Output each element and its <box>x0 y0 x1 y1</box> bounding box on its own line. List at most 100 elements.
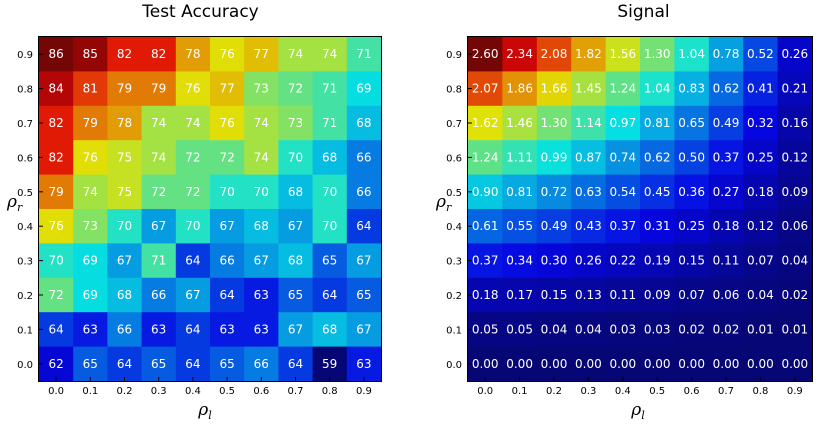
accuracy-heatmap-cell <box>312 105 348 141</box>
signal-heatmap-cell <box>571 105 607 141</box>
accuracy-heatmap-cell <box>107 71 143 107</box>
accuracy-x-tick-label: 0.7 <box>288 386 304 397</box>
accuracy-heatmap-cell <box>73 105 108 141</box>
accuracy-cell-value-label: 77 <box>254 47 269 61</box>
signal-cell-value-label: 0.36 <box>678 185 705 199</box>
accuracy-heatmap-panel: Test Accuracy 86 85 82 82 78 76 77 74 74 71 84 81 79… <box>6 2 382 422</box>
accuracy-heatmap-cell <box>39 209 74 244</box>
signal-heatmap-cell <box>674 37 710 72</box>
signal-cell-value-label: 0.18 <box>472 288 499 302</box>
accuracy-heatmap-cell <box>107 346 143 382</box>
signal-cell-value-label: 0.07 <box>747 254 774 268</box>
accuracy-cell-value-label: 66 <box>254 357 269 371</box>
accuracy-heatmap-cell <box>107 174 143 210</box>
signal-heatmap-cell <box>502 346 538 382</box>
signal-x-tick-label: 0.8 <box>752 386 768 397</box>
accuracy-heatmap-cell <box>210 105 245 141</box>
signal-cell-value-label: 0.97 <box>609 116 636 130</box>
signal-cell-value-label: 0.30 <box>541 254 568 268</box>
signal-cell-value-label: 0.37 <box>472 254 499 268</box>
signal-cell-value-label: 0.83 <box>678 82 705 96</box>
signal-cell-value-label: 0.90 <box>472 185 499 199</box>
accuracy-heatmap-cell <box>175 312 211 348</box>
signal-cell-value-label: 0.37 <box>609 219 636 233</box>
accuracy-heatmap-cell <box>244 105 279 141</box>
accuracy-heatmap-cell <box>244 71 279 107</box>
signal-heatmap-cell <box>536 209 572 244</box>
signal-cell-value-label: 0.78 <box>713 47 740 61</box>
signal-cell-value-label: 0.54 <box>609 185 636 199</box>
signal-cell-value-label: 0.37 <box>713 150 740 164</box>
accuracy-y-ticks: 0.0 0.1 0.2 0.3 0.4 0.5 0.6 0.7 0.8 0.9 <box>17 50 43 371</box>
accuracy-cell-value-label: 76 <box>185 82 200 96</box>
signal-heatmap-cell <box>502 174 538 210</box>
signal-cell-value-label: 0.00 <box>609 357 636 371</box>
accuracy-cell-value-label: 64 <box>117 357 132 371</box>
signal-cell-value-label: 1.86 <box>506 82 533 96</box>
accuracy-cell-value-label: 69 <box>356 82 371 96</box>
accuracy-heatmap-cell <box>244 209 279 244</box>
accuracy-cell-value-label: 72 <box>151 185 166 199</box>
accuracy-cell-value-label: 67 <box>151 219 166 233</box>
accuracy-cell-value-label: 64 <box>219 288 234 302</box>
signal-heatmap-cell <box>708 140 744 176</box>
accuracy-cell-value-label: 64 <box>185 357 200 371</box>
accuracy-heatmap-cell <box>107 243 143 279</box>
signal-heatmap-cell <box>777 346 813 382</box>
accuracy-heatmap-cell <box>141 312 177 348</box>
accuracy-heatmap-cell <box>175 71 211 107</box>
signal-cell-value-label: 0.06 <box>713 288 740 302</box>
signal-x-tick-label: 0.6 <box>684 386 700 397</box>
signal-y-tick-label: 0.2 <box>446 291 462 302</box>
signal-cell-value-label: 0.03 <box>644 322 671 336</box>
signal-heatmap-cell <box>777 174 813 210</box>
accuracy-y-tick-label: 0.4 <box>17 222 33 233</box>
signal-x-tick-label: 0.0 <box>477 386 493 397</box>
signal-heatmap-cell <box>468 37 503 72</box>
accuracy-cell-value-label: 64 <box>322 288 337 302</box>
signal-x-ticks: 0.0 0.1 0.2 0.3 0.4 0.5 0.6 0.7 0.8 0.9 <box>477 377 803 397</box>
signal-cell-value-label: 0.09 <box>644 288 671 302</box>
accuracy-x-tick-label: 0.1 <box>82 386 98 397</box>
signal-cell-value-label: 2.60 <box>472 47 499 61</box>
signal-y-tick-label: 0.4 <box>446 222 462 233</box>
accuracy-heatmap-cell <box>346 174 382 210</box>
signal-heatmap-cell <box>468 209 503 244</box>
signal-cell-value-label: 0.01 <box>747 322 774 336</box>
accuracy-heatmap-cell <box>312 312 348 348</box>
signal-cell-value-label: 0.00 <box>781 357 808 371</box>
accuracy-cell-value-label: 63 <box>254 322 269 336</box>
signal-cell-value-label: 0.31 <box>644 219 671 233</box>
signal-cell-value-label: 0.34 <box>506 254 533 268</box>
signal-cell-value-label: 0.16 <box>781 116 808 130</box>
signal-heatmap-cell <box>674 312 710 348</box>
accuracy-cell-value-label: 79 <box>117 82 132 96</box>
signal-cell-value-label: 0.87 <box>575 150 602 164</box>
accuracy-heatmap-cell <box>39 37 74 72</box>
accuracy-heatmap-cell <box>39 105 74 141</box>
accuracy-cell-value-label: 63 <box>219 322 234 336</box>
accuracy-cell-value-label: 64 <box>288 357 303 371</box>
signal-cell-value-label: 0.12 <box>781 150 808 164</box>
accuracy-heatmap-cells: 86 85 82 82 78 76 77 74 74 71 84 81 79 79 76 77 73 72 71 69… <box>39 37 382 382</box>
signal-cell-value-label: 0.74 <box>609 150 636 164</box>
signal-cell-value-label: 0.11 <box>713 254 740 268</box>
signal-cell-value-label: 0.81 <box>506 185 533 199</box>
accuracy-cell-value-label: 70 <box>288 150 303 164</box>
accuracy-heatmap-cell <box>312 71 348 107</box>
signal-cell-value-label: 0.25 <box>678 219 705 233</box>
signal-cell-value-label: 0.02 <box>713 322 740 336</box>
accuracy-cell-value-label: 68 <box>288 185 303 199</box>
signal-cell-value-label: 1.30 <box>541 116 568 130</box>
accuracy-heatmap-cell <box>346 312 382 348</box>
accuracy-cell-value-label: 68 <box>254 219 269 233</box>
signal-heatmap-cell <box>502 277 538 313</box>
accuracy-cell-value-label: 65 <box>83 357 98 371</box>
accuracy-plot-frame <box>38 36 382 382</box>
accuracy-cell-value-label: 73 <box>254 82 269 96</box>
signal-cell-value-label: 0.49 <box>541 219 568 233</box>
accuracy-cell-value-label: 63 <box>83 322 98 336</box>
accuracy-heatmap-cell <box>312 174 348 210</box>
signal-cell-value-label: 2.08 <box>541 47 568 61</box>
accuracy-heatmap-cell <box>175 37 211 72</box>
